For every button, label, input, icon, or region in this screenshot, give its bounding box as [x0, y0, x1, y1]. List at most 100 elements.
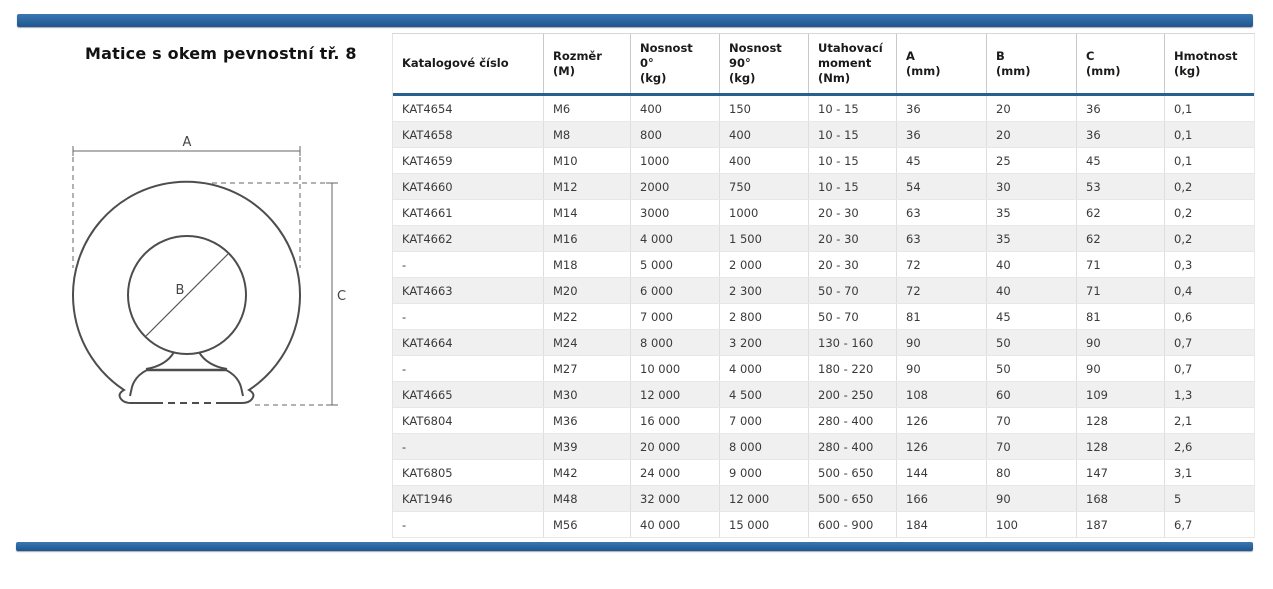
- table-cell: 50 - 70: [808, 278, 896, 303]
- table-cell: KAT4659: [402, 153, 453, 168]
- dimension-a: [72, 146, 301, 268]
- col-header-capacity-0: Nosnost 0° (kg): [630, 34, 719, 93]
- table-cell: 12 000: [630, 382, 719, 407]
- table-cell: 0,7: [1164, 330, 1254, 355]
- table-cell: 15 000: [719, 512, 808, 537]
- table-cell: 1 500: [719, 226, 808, 251]
- table-cell: 20: [986, 122, 1076, 147]
- table-cell: 126: [896, 434, 986, 459]
- table-cell: 1000: [630, 148, 719, 173]
- table-cell: 10 000: [630, 356, 719, 381]
- table-cell: 2 800: [719, 304, 808, 329]
- table-cell: 3000: [630, 200, 719, 225]
- table-cell: 36: [1076, 96, 1164, 121]
- table-cell: 90: [1076, 356, 1164, 381]
- table-cell: 72: [896, 278, 986, 303]
- table-row: - M39 20 000 8 000 280 - 400 126 70 128 2,6: [393, 434, 1254, 460]
- table-row: KAT6805 M42 24 000 9 000 500 - 650 144 80 147 3,…: [393, 460, 1254, 486]
- table-cell: 70: [986, 408, 1076, 433]
- dim-a-label: A: [183, 135, 192, 150]
- table-cell: 36: [896, 122, 986, 147]
- table-cell: KAT6805: [402, 465, 453, 480]
- table-cell: 800: [630, 122, 719, 147]
- table-cell: 45: [1076, 148, 1164, 173]
- table-cell: 184: [896, 512, 986, 537]
- eye-nut-outline: [72, 180, 301, 405]
- table-cell: 10 - 15: [808, 174, 896, 199]
- table-cell: 280 - 400: [808, 408, 896, 433]
- table-cell: 5: [1164, 486, 1254, 511]
- table-row: KAT4663 M20 6 000 2 300 50 - 70 72 40 71 0,4: [393, 278, 1254, 304]
- table-cell: 45: [986, 304, 1076, 329]
- table-cell: 12 000: [719, 486, 808, 511]
- table-header-row: Katalogové číslo Rozměr (M) Nosnost 0° (…: [393, 34, 1254, 96]
- table-cell: 90: [1076, 330, 1164, 355]
- table-cell: KAT6804: [402, 413, 453, 428]
- table-cell: 50: [986, 330, 1076, 355]
- page-title: Matice s okem pevnostní tř. 8: [85, 44, 357, 63]
- table-cell: 400: [630, 96, 719, 121]
- top-accent-bar: [17, 14, 1253, 27]
- table-cell: 63: [896, 200, 986, 225]
- table-cell: 147: [1076, 460, 1164, 485]
- table-cell: 600 - 900: [808, 512, 896, 537]
- table-cell: 81: [896, 304, 986, 329]
- table-cell: 20 - 30: [808, 226, 896, 251]
- table-cell: 20: [986, 96, 1076, 121]
- table-cell: -: [402, 439, 407, 454]
- table-cell: 8 000: [630, 330, 719, 355]
- table-cell: M14: [543, 200, 630, 225]
- table-cell: KAT4661: [402, 205, 453, 220]
- table-cell: M56: [543, 512, 630, 537]
- table-cell: 36: [896, 96, 986, 121]
- table-cell: 25: [986, 148, 1076, 173]
- table-cell: 3,1: [1164, 460, 1254, 485]
- table-cell: 10 - 15: [808, 122, 896, 147]
- table-row: - M22 7 000 2 800 50 - 70 81 45 81 0,6: [393, 304, 1254, 330]
- table-cell: 80: [986, 460, 1076, 485]
- table-row: KAT4654 M6 400 150 10 - 15 36 20 36 0,1: [393, 96, 1254, 122]
- table-row: KAT4660 M12 2000 750 10 - 15 54 30 53 0,2: [393, 174, 1254, 200]
- table-row: - M27 10 000 4 000 180 - 220 90 50 90 0,7: [393, 356, 1254, 382]
- table-cell: KAT4663: [402, 283, 453, 298]
- table-cell: 53: [1076, 174, 1164, 199]
- table-row: KAT4665 M30 12 000 4 500 200 - 250 108 60 109 1,…: [393, 382, 1254, 408]
- table-cell: 62: [1076, 200, 1164, 225]
- table-cell: M30: [543, 382, 630, 407]
- table-cell: 0,1: [1164, 96, 1254, 121]
- table-cell: -: [402, 517, 407, 532]
- table-cell: M36: [543, 408, 630, 433]
- table-cell: 40 000: [630, 512, 719, 537]
- table-cell: 7 000: [719, 408, 808, 433]
- table-row: KAT4658 M8 800 400 10 - 15 36 20 36 0,1: [393, 122, 1254, 148]
- table-row: - M18 5 000 2 000 20 - 30 72 40 71 0,3: [393, 252, 1254, 278]
- col-header-a: A (mm): [896, 34, 986, 93]
- table-cell: 0,6: [1164, 304, 1254, 329]
- table-cell: 40: [986, 252, 1076, 277]
- table-cell: 90: [896, 330, 986, 355]
- table-cell: M24: [543, 330, 630, 355]
- col-header-c: C (mm): [1076, 34, 1164, 93]
- table-cell: M18: [543, 252, 630, 277]
- table-cell: 30: [986, 174, 1076, 199]
- table-cell: 2000: [630, 174, 719, 199]
- table-cell: M16: [543, 226, 630, 251]
- table-cell: M48: [543, 486, 630, 511]
- table-cell: KAT4664: [402, 335, 453, 350]
- col-header-catalog: Katalogové číslo: [402, 56, 509, 70]
- dim-c-label: C: [337, 289, 346, 304]
- table-cell: 63: [896, 226, 986, 251]
- dimension-b-line: [145, 253, 229, 337]
- table-cell: 4 000: [630, 226, 719, 251]
- table-cell: M12: [543, 174, 630, 199]
- table-cell: 168: [1076, 486, 1164, 511]
- table-cell: 0,2: [1164, 174, 1254, 199]
- table-row: KAT6804 M36 16 000 7 000 280 - 400 126 70 128 2,…: [393, 408, 1254, 434]
- table-cell: 4 000: [719, 356, 808, 381]
- table-cell: 35: [986, 226, 1076, 251]
- table-cell: 1,3: [1164, 382, 1254, 407]
- table-cell: 16 000: [630, 408, 719, 433]
- table-cell: 0,7: [1164, 356, 1254, 381]
- table-cell: -: [402, 309, 407, 324]
- table-cell: 50 - 70: [808, 304, 896, 329]
